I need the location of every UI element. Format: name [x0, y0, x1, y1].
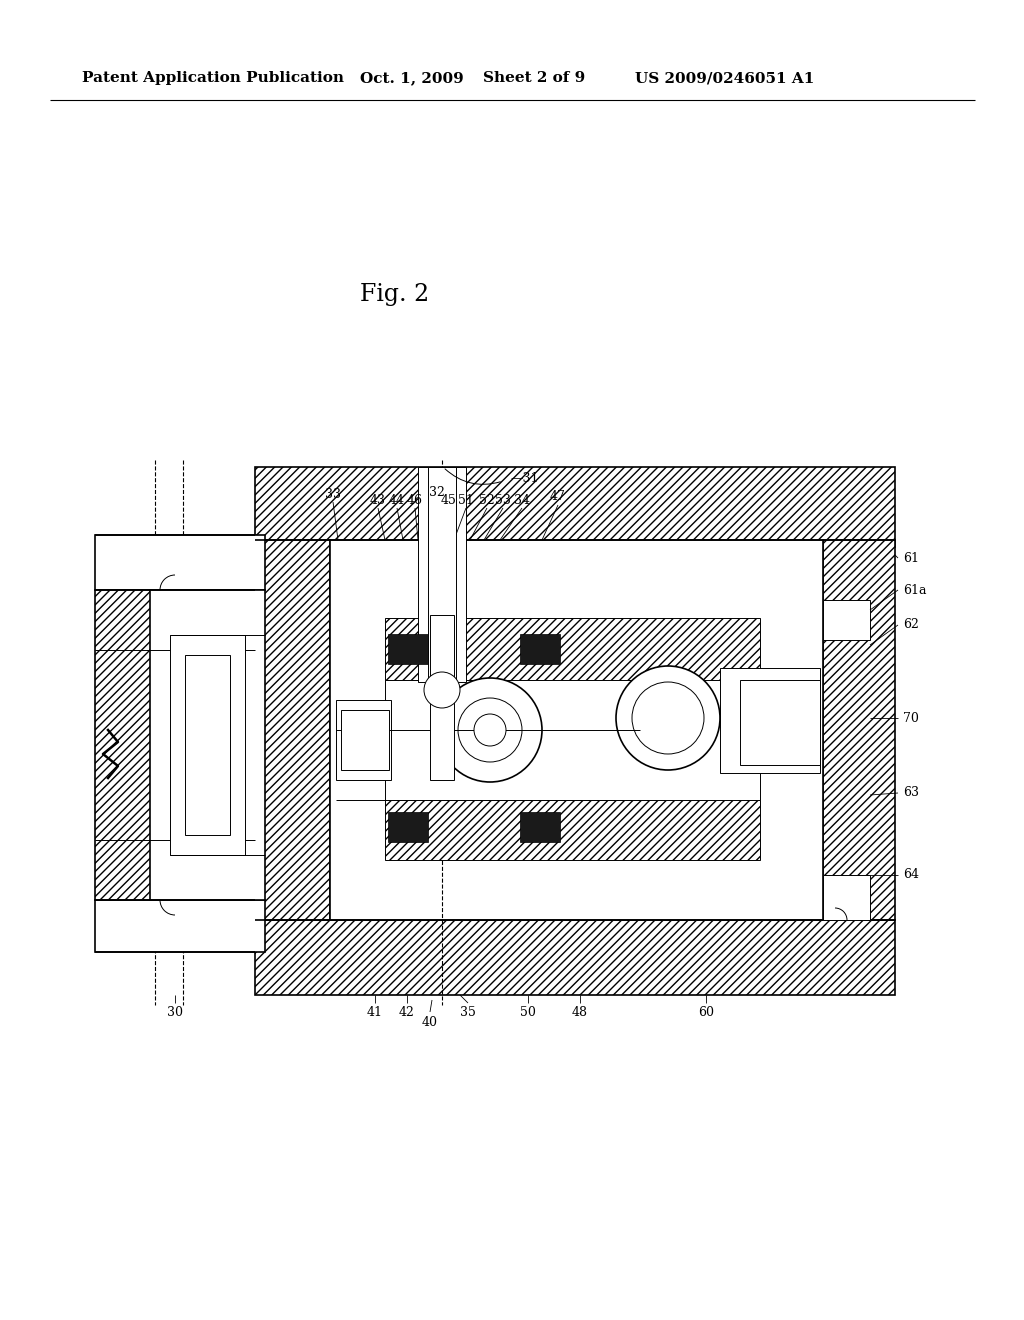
- Text: 50: 50: [520, 1006, 536, 1019]
- Text: 42: 42: [399, 1006, 415, 1019]
- Text: 46: 46: [407, 494, 423, 507]
- Text: Sheet 2 of 9: Sheet 2 of 9: [483, 71, 586, 84]
- Text: 44: 44: [389, 494, 406, 507]
- Bar: [95, 900, 265, 952]
- Bar: [385, 800, 760, 861]
- Text: 40: 40: [422, 1015, 438, 1028]
- Circle shape: [424, 672, 460, 708]
- Bar: [418, 467, 466, 682]
- Circle shape: [458, 698, 522, 762]
- Text: 53: 53: [495, 494, 511, 507]
- Text: 61a: 61a: [903, 583, 927, 597]
- Bar: [520, 812, 560, 842]
- Bar: [330, 540, 823, 920]
- Text: 61: 61: [903, 552, 919, 565]
- Text: 47: 47: [550, 491, 566, 503]
- Bar: [720, 668, 820, 774]
- Text: 30: 30: [167, 1006, 183, 1019]
- Text: Patent Application Publication: Patent Application Publication: [82, 71, 344, 84]
- Bar: [388, 812, 428, 842]
- Text: 43: 43: [370, 494, 386, 507]
- Bar: [336, 700, 391, 780]
- Text: 70: 70: [903, 711, 919, 725]
- Text: 64: 64: [903, 869, 919, 882]
- Text: 63: 63: [903, 787, 919, 800]
- Text: 60: 60: [698, 1006, 714, 1019]
- Bar: [520, 634, 560, 664]
- Text: 32: 32: [429, 486, 445, 499]
- Bar: [385, 680, 760, 800]
- Bar: [430, 615, 454, 780]
- Bar: [823, 875, 870, 920]
- Bar: [95, 590, 170, 900]
- Bar: [255, 540, 330, 920]
- Text: 45: 45: [441, 494, 457, 507]
- Bar: [823, 601, 870, 640]
- Bar: [341, 710, 389, 770]
- Text: 48: 48: [572, 1006, 588, 1019]
- Text: 62: 62: [903, 619, 919, 631]
- Text: 35: 35: [460, 1006, 476, 1019]
- Text: US 2009/0246051 A1: US 2009/0246051 A1: [635, 71, 814, 84]
- Bar: [823, 540, 895, 920]
- Bar: [388, 634, 428, 664]
- Bar: [385, 618, 760, 680]
- Text: 51: 51: [458, 494, 474, 507]
- Text: Fig. 2: Fig. 2: [360, 284, 430, 306]
- Circle shape: [616, 667, 720, 770]
- Bar: [255, 467, 895, 546]
- Circle shape: [438, 678, 542, 781]
- Bar: [428, 467, 456, 682]
- Bar: [170, 635, 245, 855]
- Bar: [185, 655, 230, 836]
- Text: Oct. 1, 2009: Oct. 1, 2009: [360, 71, 464, 84]
- Bar: [740, 680, 820, 766]
- Bar: [150, 590, 265, 900]
- Circle shape: [632, 682, 705, 754]
- Bar: [95, 535, 265, 590]
- Bar: [255, 920, 895, 995]
- Text: —31: —31: [510, 471, 539, 484]
- Circle shape: [474, 714, 506, 746]
- Text: 33: 33: [325, 487, 341, 500]
- Text: 41: 41: [367, 1006, 383, 1019]
- Text: 34: 34: [514, 494, 530, 507]
- Text: 52: 52: [479, 494, 495, 507]
